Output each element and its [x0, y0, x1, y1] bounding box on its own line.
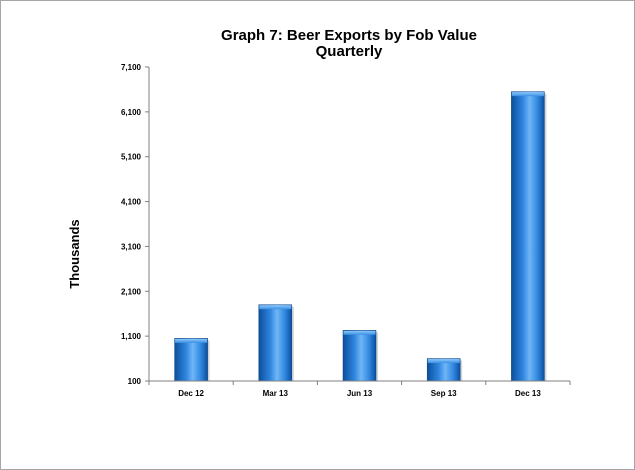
- bar-cap: [511, 92, 544, 97]
- x-axis: Dec 12 Mar 13 Jun 13 Sep 13 Dec 13: [148, 380, 571, 398]
- x-tick-label: Mar 13: [263, 389, 289, 398]
- y-tick-label: 6,100: [121, 108, 142, 117]
- x-tick-label: Jun 13: [347, 389, 373, 398]
- bars: [174, 91, 547, 382]
- chart-subtitle: Quarterly: [316, 43, 383, 60]
- y-axis: 100 1,100 2,100 3,100 4,100 5,100 6,100 7,100: [121, 63, 150, 386]
- y-tick-label: 1,100: [121, 332, 142, 341]
- bar: [511, 91, 545, 382]
- x-tick-label: Sep 13: [431, 389, 457, 398]
- y-tick-label: 100: [128, 377, 142, 386]
- chart-title: Graph 7: Beer Exports by Fob Value: [221, 27, 477, 44]
- y-tick-label: 7,100: [121, 63, 142, 72]
- bar: [174, 338, 208, 382]
- bar-cap: [259, 305, 292, 310]
- x-tick-label: Dec 12: [178, 389, 204, 398]
- bar-cap: [343, 330, 376, 335]
- y-axis-title: Thousands: [67, 219, 82, 288]
- y-tick-label: 2,100: [121, 287, 142, 296]
- bar: [342, 330, 377, 382]
- y-tick-label: 4,100: [121, 198, 142, 207]
- y-tick-label: 3,100: [121, 242, 142, 251]
- bar-cap: [427, 359, 460, 364]
- bar: [258, 304, 293, 382]
- bar-cap: [175, 338, 208, 343]
- y-tick-label: 5,100: [121, 153, 142, 162]
- x-tick-label: Dec 13: [515, 389, 541, 398]
